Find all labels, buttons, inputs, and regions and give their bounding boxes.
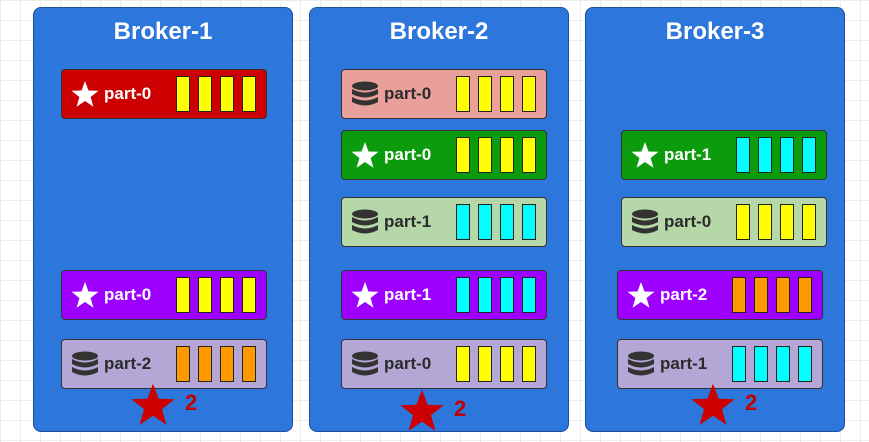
star-icon [131,383,175,425]
broker-panel: Broker-2 part-0 part-0 part-1 part-1 par… [309,7,569,432]
leader-count-badge: 2 [689,382,829,432]
leader-count: 2 [185,390,198,415]
message-cell [522,346,536,382]
message-cell [456,346,470,382]
partition-label: part-1 [384,285,432,304]
message-cell [198,76,212,112]
partition-label: part-0 [384,354,432,373]
broker-title: Broker-3 [665,18,765,45]
message-cell [478,76,492,112]
database-icon [628,351,654,376]
leader-count: 2 [745,390,758,415]
partition-leader: part-1 [341,270,547,320]
message-cell [176,76,190,112]
message-cell [242,346,256,382]
partition-follower: part-0 [341,339,547,389]
message-cell [758,137,772,173]
message-cell [220,277,234,313]
partition-label: part-1 [660,354,708,373]
star-icon [631,142,659,168]
message-cell [456,204,470,240]
message-cell [754,346,768,382]
broker-title: Broker-1 [113,18,213,45]
message-cell [176,277,190,313]
partition-label: part-1 [384,212,432,231]
broker-panel: Broker-1 part-0 part-0 part-2 2 [33,7,293,432]
message-cell [500,76,514,112]
star-icon [351,142,379,168]
database-icon [352,209,378,234]
star-icon [627,282,655,308]
partition-follower: part-1 [341,197,547,247]
message-cell [802,137,816,173]
partition-leader: part-0 [61,270,267,320]
message-cell [220,76,234,112]
message-cell [242,76,256,112]
database-icon [352,351,378,376]
message-cell [780,204,794,240]
star-icon [400,389,444,431]
partition-leader: part-1 [621,130,827,180]
partition-label: part-2 [104,354,152,373]
partition-leader: part-0 [341,130,547,180]
message-cell [456,76,470,112]
partition-follower: part-1 [617,339,823,389]
message-cell [456,137,470,173]
database-icon [352,81,378,106]
message-cell [500,277,514,313]
star-icon [71,282,99,308]
leader-count-badge: 2 [398,388,538,438]
partition-follower: part-2 [61,339,267,389]
partition-label: part-0 [384,84,432,103]
partition-label: part-1 [664,145,712,164]
broker-panel: Broker-3 part-1 part-0 part-2 part-1 2 [585,7,845,432]
message-cell [478,346,492,382]
star-icon [691,383,735,425]
partition-follower: part-0 [621,197,827,247]
message-cell [478,204,492,240]
message-cell [198,277,212,313]
message-cell [776,277,790,313]
message-cell [780,137,794,173]
message-cell [754,277,768,313]
message-cell [776,346,790,382]
partition-label: part-0 [104,84,152,103]
partition-label: part-0 [664,212,712,231]
message-cell [198,346,212,382]
star-icon [71,81,99,107]
database-icon [632,209,658,234]
message-cell [220,346,234,382]
leader-count: 2 [454,396,467,421]
message-cell [500,137,514,173]
database-icon [72,351,98,376]
message-cell [798,277,812,313]
message-cell [522,204,536,240]
message-cell [798,346,812,382]
partition-follower: part-0 [341,69,547,119]
message-cell [736,204,750,240]
message-cell [456,277,470,313]
message-cell [802,204,816,240]
partition-label: part-0 [384,145,432,164]
message-cell [478,277,492,313]
message-cell [522,277,536,313]
message-cell [500,346,514,382]
message-cell [242,277,256,313]
message-cell [500,204,514,240]
message-cell [736,137,750,173]
message-cell [478,137,492,173]
leader-count-badge: 2 [129,382,269,432]
message-cell [176,346,190,382]
message-cell [522,76,536,112]
partition-label: part-2 [660,285,708,304]
partition-leader: part-2 [617,270,823,320]
partition-label: part-0 [104,285,152,304]
message-cell [732,346,746,382]
star-icon [351,282,379,308]
message-cell [522,137,536,173]
message-cell [758,204,772,240]
partition-leader: part-0 [61,69,267,119]
message-cell [732,277,746,313]
broker-title: Broker-2 [389,18,489,45]
